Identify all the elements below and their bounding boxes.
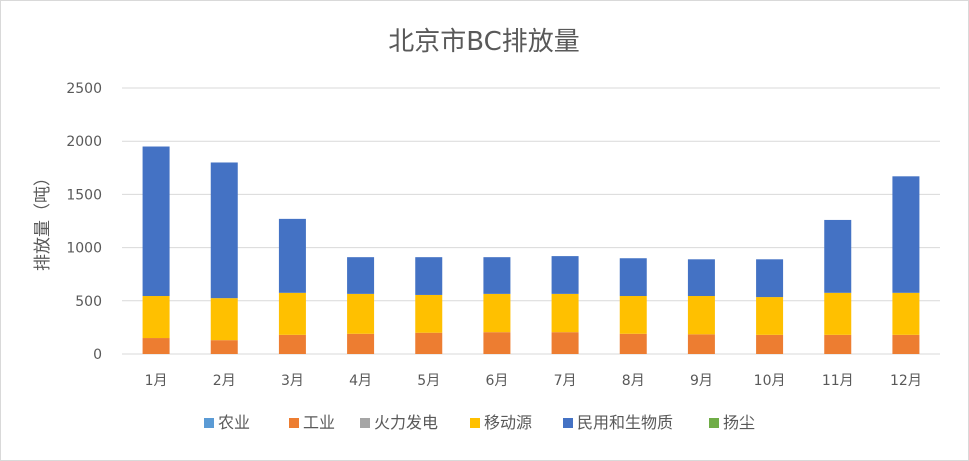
legend-swatch bbox=[289, 418, 299, 428]
legend-label: 火力发电 bbox=[374, 413, 438, 432]
bar-segment bbox=[278, 292, 306, 335]
legend-label: 农业 bbox=[218, 413, 250, 432]
bar-segment bbox=[756, 334, 784, 354]
bar-segment bbox=[619, 333, 647, 354]
bar-segment bbox=[892, 176, 920, 293]
bar-segment bbox=[824, 334, 852, 354]
x-tick-label: 4月 bbox=[349, 373, 372, 389]
bar-segment bbox=[483, 332, 511, 354]
x-tick-label: 7月 bbox=[554, 373, 577, 389]
x-tick-label: 9月 bbox=[690, 373, 713, 389]
legend-label: 移动源 bbox=[484, 413, 532, 432]
bar-segment bbox=[824, 219, 852, 293]
bar-segment bbox=[142, 296, 170, 339]
bar-segment bbox=[210, 298, 238, 341]
bar-segment bbox=[619, 258, 647, 297]
legend-swatch bbox=[360, 418, 370, 428]
bar-segment bbox=[278, 218, 306, 293]
y-tick-label: 2500 bbox=[66, 81, 102, 97]
bar-segment bbox=[756, 259, 784, 298]
bar-segment bbox=[551, 293, 579, 333]
x-tick-label: 5月 bbox=[417, 373, 440, 389]
bar-segment bbox=[483, 257, 511, 294]
bar-segment bbox=[551, 256, 579, 294]
y-tick-label: 0 bbox=[93, 347, 102, 363]
y-tick-label: 500 bbox=[75, 294, 102, 310]
bar-segment bbox=[687, 296, 715, 335]
x-tick-labels: 1月 2月 3月 4月 5月 6月 7月 8月 9月 10月 11月 12月 bbox=[145, 373, 922, 389]
x-tick-label: 3月 bbox=[281, 373, 304, 389]
bar-segment bbox=[210, 340, 238, 354]
gridlines bbox=[122, 87, 940, 355]
bar-segment bbox=[347, 257, 375, 294]
x-tick-label: 8月 bbox=[622, 373, 645, 389]
bar-segment bbox=[619, 296, 647, 334]
bar-segment bbox=[892, 292, 920, 335]
bar-segment bbox=[347, 293, 375, 334]
y-tick-labels: 0 500 1000 1500 2000 2500 bbox=[66, 81, 102, 363]
x-tick-label: 12月 bbox=[890, 373, 922, 389]
bar-segment bbox=[687, 334, 715, 354]
chart-title: 北京市BC排放量 bbox=[388, 27, 580, 57]
bar-segment bbox=[551, 332, 579, 354]
bar-segment bbox=[347, 333, 375, 354]
bar-segment bbox=[687, 259, 715, 297]
bar-segment bbox=[415, 332, 443, 354]
bar-segment bbox=[824, 292, 852, 335]
bar-segment bbox=[142, 338, 170, 354]
legend-swatch bbox=[709, 418, 719, 428]
legend-label: 工业 bbox=[303, 413, 335, 432]
x-tick-label: 2月 bbox=[213, 373, 236, 389]
y-tick-label: 2000 bbox=[66, 134, 102, 150]
legend-swatch bbox=[470, 418, 480, 428]
y-tick-label: 1500 bbox=[66, 187, 102, 203]
legend-label: 民用和生物质 bbox=[577, 413, 673, 432]
legend: 农业 工业 火力发电 移动源 民用和生物质 扬尘 bbox=[204, 413, 755, 432]
bars bbox=[142, 146, 920, 354]
bar-segment bbox=[483, 293, 511, 333]
legend-swatch bbox=[204, 418, 214, 428]
bar-segment bbox=[892, 334, 920, 354]
y-tick-label: 1000 bbox=[66, 241, 102, 257]
legend-label: 扬尘 bbox=[723, 413, 755, 432]
bar-segment bbox=[142, 146, 170, 297]
bar-segment bbox=[415, 294, 443, 333]
bar-segment bbox=[415, 257, 443, 295]
bar-segment bbox=[278, 334, 306, 354]
x-tick-label: 1月 bbox=[145, 373, 168, 389]
bar-segment bbox=[756, 297, 784, 335]
x-tick-label: 11月 bbox=[822, 373, 854, 389]
x-tick-label: 10月 bbox=[754, 373, 786, 389]
legend-swatch bbox=[563, 418, 573, 428]
bar-segment bbox=[210, 162, 238, 299]
x-tick-label: 6月 bbox=[485, 373, 508, 389]
y-axis-label: 排放量（吨） bbox=[33, 169, 53, 271]
